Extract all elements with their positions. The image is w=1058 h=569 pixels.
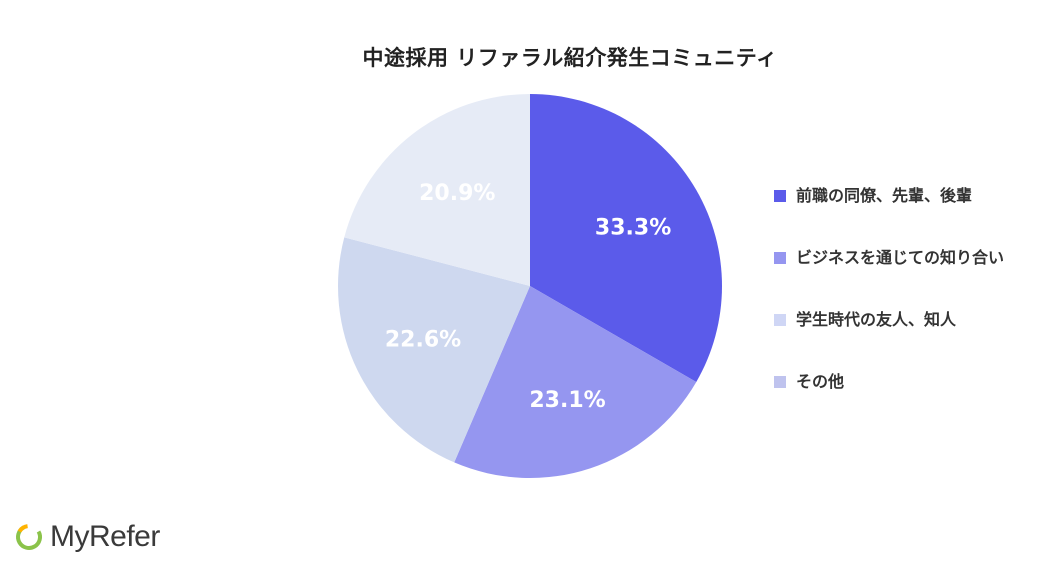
slice-value-label-3: 20.9% xyxy=(419,181,495,206)
legend-item-business-acquaintances: ビジネスを通じての知り合い xyxy=(774,240,1004,302)
legend-swatch xyxy=(774,190,786,202)
slice-value-label-0: 33.3% xyxy=(595,215,671,240)
logo-ring-icon xyxy=(15,524,42,550)
legend: 前職の同僚、先輩、後輩 ビジネスを通じての知り合い 学生時代の友人、知人 その他 xyxy=(774,178,1004,426)
myrefer-logo: MyRefer xyxy=(14,520,160,554)
legend-item-coworkers: 前職の同僚、先輩、後輩 xyxy=(774,178,1004,240)
chart-title: 中途採用 リファラル紹介発生コミュニティ xyxy=(362,46,778,70)
pie-slice-1 xyxy=(454,286,697,478)
legend-label: その他 xyxy=(796,372,845,391)
legend-label: ビジネスを通じての知り合い xyxy=(796,248,1005,267)
slice-value-label-1: 23.1% xyxy=(529,388,605,413)
slice-value-label-2: 22.6% xyxy=(385,327,461,352)
legend-label: 前職の同僚、先輩、後輩 xyxy=(796,186,973,205)
legend-item-school-friends: 学生時代の友人、知人 xyxy=(774,302,1004,364)
logo-text: MyRefer xyxy=(50,520,160,553)
legend-swatch xyxy=(774,314,786,326)
legend-swatch xyxy=(774,376,786,388)
pie-slice-3 xyxy=(344,94,530,286)
legend-swatch xyxy=(774,252,786,264)
legend-item-other: その他 xyxy=(774,364,1004,426)
legend-label: 学生時代の友人、知人 xyxy=(796,310,957,329)
pie-slice-2 xyxy=(338,237,530,463)
pie-slice-0 xyxy=(530,94,722,382)
